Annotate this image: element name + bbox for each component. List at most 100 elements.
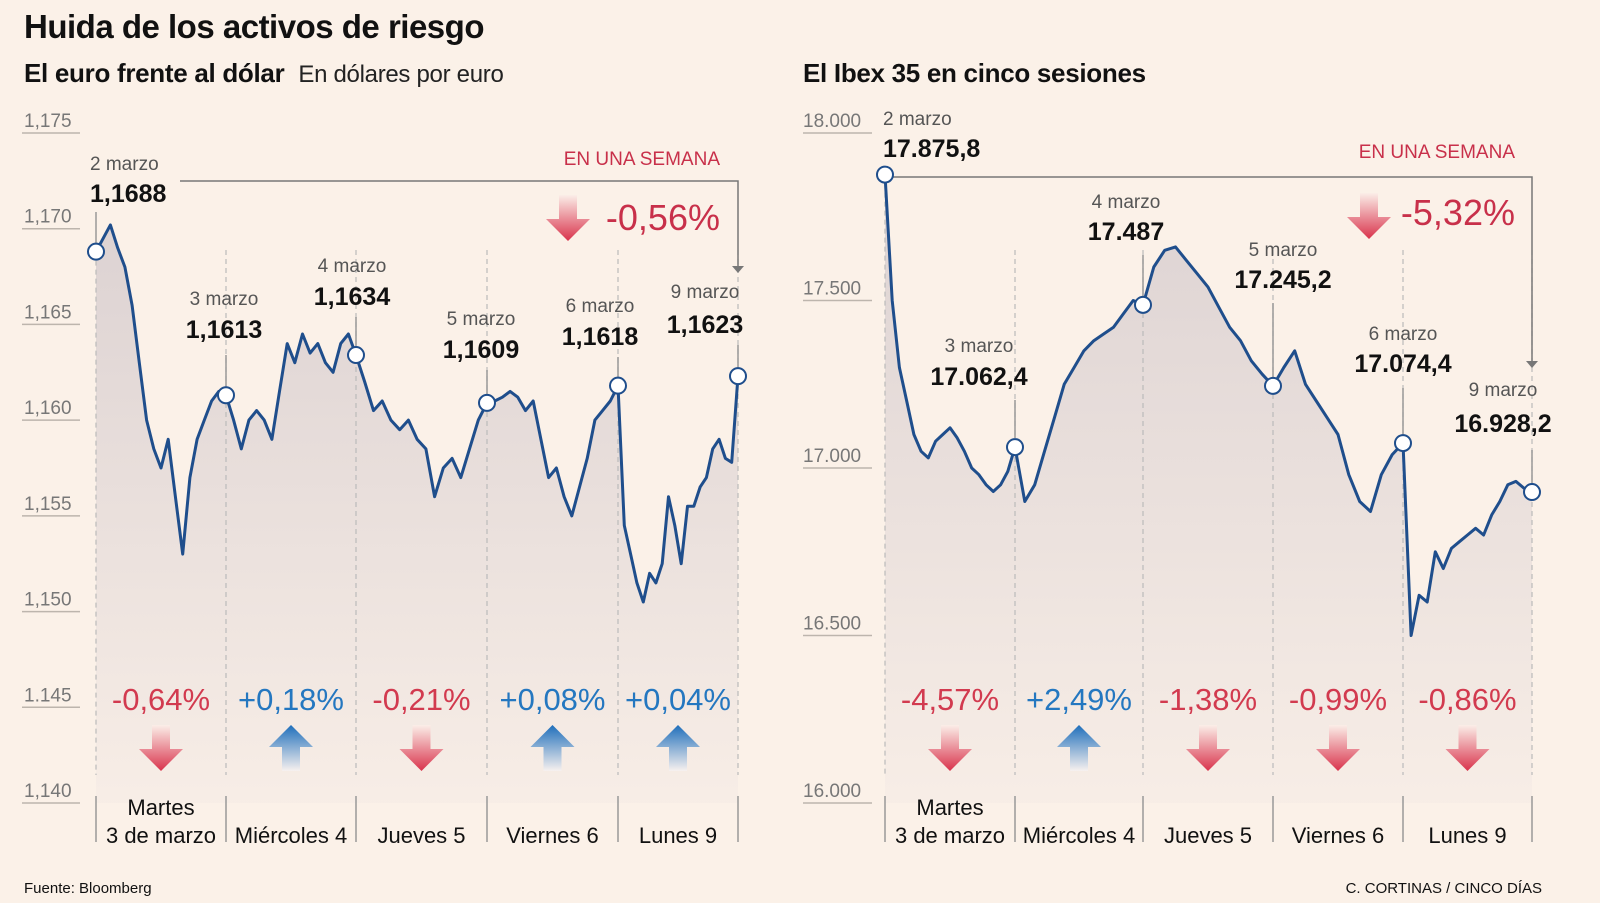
day-change: -1,38%	[1159, 682, 1257, 717]
day-label: Jueves 5	[377, 823, 465, 848]
y-tick-label: 16.500	[803, 614, 861, 635]
up-arrow-icon	[1057, 725, 1101, 771]
annotation-value: 1,1609	[443, 336, 519, 364]
annotation-date: 6 marzo	[1369, 324, 1438, 345]
annotation-value: 1,1688	[90, 180, 167, 208]
close-marker	[1523, 483, 1541, 502]
source-note: Fuente: Bloomberg	[24, 880, 152, 897]
day-change: +2,49%	[1026, 682, 1132, 717]
up-arrow-icon	[656, 725, 700, 771]
close-marker	[609, 376, 627, 395]
chart2-title: El Ibex 35 en cinco sesiones	[803, 58, 1146, 88]
day-label: Jueves 5	[1164, 823, 1252, 848]
down-arrow-icon	[1186, 725, 1230, 771]
annotation-value: 1,1623	[667, 311, 743, 339]
annotation-date: 4 marzo	[318, 256, 387, 277]
down-arrow-icon	[399, 725, 444, 771]
annotation-date: 4 marzo	[1092, 192, 1161, 213]
week-change: -5,32%	[1401, 192, 1515, 233]
y-tick-label: 1,175	[24, 111, 72, 132]
y-tick-label: 1,140	[24, 781, 72, 802]
day-change: -4,57%	[901, 682, 999, 717]
close-marker	[217, 386, 235, 405]
down-arrow-icon	[1316, 725, 1360, 771]
day-change: +0,04%	[625, 682, 731, 717]
day-change: -0,99%	[1289, 682, 1387, 717]
y-tick-label: 18.000	[803, 111, 861, 132]
y-tick-label: 1,170	[24, 207, 72, 228]
annotation-value: 1,1618	[562, 323, 639, 351]
day-change: +0,08%	[499, 682, 605, 717]
price-line	[94, 223, 740, 604]
chart1-subtitle: En dólares por euro	[298, 61, 504, 88]
main-title: Huida de los activos de riesgo	[24, 8, 484, 45]
week-down-arrow-icon	[546, 195, 590, 241]
chart-euro-dollar: 1,175 1,170 1,165 1,160 1,155 1,150 1.145 1,140…	[22, 111, 747, 848]
day-label: Viernes 6	[1292, 823, 1385, 848]
annotation-value: 1,1634	[314, 283, 391, 311]
annotation-value: 17.062,4	[930, 363, 1027, 391]
week-bracket-arrowhead	[732, 266, 744, 273]
credit-note: C. CORTINAS / CINCO DÍAS	[1345, 880, 1542, 897]
day-label: 3 de marzo	[895, 823, 1005, 848]
down-arrow-icon	[139, 725, 183, 771]
week-label: EN UNA SEMANA	[1359, 142, 1516, 163]
annotation-value: 17.875,8	[883, 135, 980, 163]
annotation-date: 2 marzo	[883, 109, 952, 130]
close-marker	[1006, 438, 1024, 457]
y-tick-label: 1,165	[24, 302, 72, 323]
day-label: Lunes 9	[1428, 823, 1506, 848]
annotation-value: 1,1613	[186, 316, 262, 344]
up-arrow-icon	[530, 725, 575, 771]
area-fill	[96, 224, 738, 803]
annotation-date: 2 marzo	[90, 154, 159, 175]
close-marker	[1394, 434, 1412, 453]
day-label: Miércoles 4	[1023, 823, 1135, 848]
day-change: -0,86%	[1418, 682, 1516, 717]
day-label: Viernes 6	[506, 823, 599, 848]
close-marker	[729, 367, 747, 386]
y-tick-label: 17.000	[803, 446, 861, 467]
day-change: -0,21%	[372, 682, 470, 717]
day-label: Lunes 9	[639, 823, 717, 848]
close-marker	[87, 242, 105, 261]
y-tick-label: 1,150	[24, 590, 72, 611]
area-fill	[885, 174, 1532, 804]
down-arrow-icon	[1445, 725, 1490, 771]
y-tick-label: 17.500	[803, 279, 861, 300]
price-line	[883, 174, 1533, 637]
down-arrow-icon	[928, 725, 972, 771]
week-bracket-arrowhead	[1526, 361, 1538, 368]
close-marker	[1264, 376, 1282, 395]
day-label: Martes	[127, 795, 194, 820]
chart1-title: El euro frente al dólar En dólares por eu…	[24, 58, 504, 89]
y-tick-label: 16.000	[803, 781, 861, 802]
up-arrow-icon	[269, 725, 313, 771]
chart-ibex35: 18.000 17.500 17.000 16.500 16.000 EN UNA SEM…	[803, 109, 1552, 848]
chart1-title-text: El euro frente al dólar	[24, 58, 285, 88]
day-label: Miércoles 4	[235, 823, 347, 848]
annotation-date: 3 marzo	[190, 289, 259, 310]
annotation-date: 5 marzo	[1249, 240, 1318, 261]
annotation-value: 17.487	[1088, 218, 1164, 246]
annotation-value: 17.245,2	[1234, 266, 1331, 294]
week-bracket	[180, 180, 739, 267]
week-down-arrow-icon	[1347, 193, 1391, 239]
day-change: +0,18%	[238, 682, 344, 717]
week-bracket	[885, 176, 1533, 362]
week-change: -0,56%	[606, 197, 720, 238]
annotation-value: 17.074,4	[1354, 350, 1451, 378]
close-marker	[347, 346, 365, 365]
annotation-date: 9 marzo	[1469, 380, 1538, 401]
annotation-date: 6 marzo	[566, 296, 635, 317]
y-tick-label: 1,155	[24, 494, 72, 515]
annotation-date: 9 marzo	[671, 282, 740, 303]
annotation-value: 16.928,2	[1454, 410, 1551, 438]
y-tick-label: 1,160	[24, 398, 72, 419]
day-label: Martes	[916, 795, 983, 820]
close-marker	[478, 393, 496, 412]
day-change: -0,64%	[112, 682, 210, 717]
week-label: EN UNA SEMANA	[564, 149, 721, 170]
annotation-date: 5 marzo	[447, 309, 516, 330]
